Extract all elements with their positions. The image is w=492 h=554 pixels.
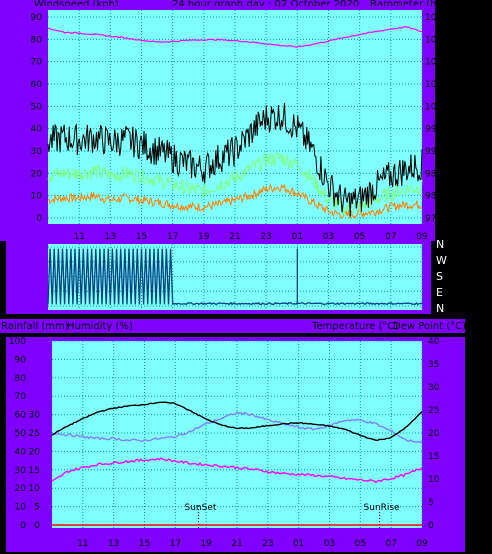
rain-ytick-label: 15 xyxy=(29,466,40,476)
rain-ytick-label: 30 xyxy=(29,411,41,421)
rain-ytick-label: 25 xyxy=(29,429,40,439)
header-band xyxy=(0,0,435,11)
baro-ytick-label: 990 xyxy=(425,147,442,157)
direction-label-s: S xyxy=(436,270,443,283)
wind-ytick-label: 40 xyxy=(31,125,43,135)
wind-ytick-label: 80 xyxy=(31,35,43,45)
humidity-ytick-label: 30 xyxy=(15,466,27,476)
humidity-axis-title: Humidity (%) xyxy=(67,321,133,332)
direction-label-n-bottom: N xyxy=(436,302,445,315)
humidity-ytick-label: 40 xyxy=(15,447,27,457)
humidity-ytick-label: 90 xyxy=(15,355,27,365)
humidity-ytick-label: 80 xyxy=(15,374,27,384)
humidity-ytick-label: 50 xyxy=(15,429,27,439)
humidity-ytick-label: 100 xyxy=(9,337,26,347)
humidity-ytick-label: 70 xyxy=(15,392,27,402)
baro-ytick-label: 1020 xyxy=(425,13,448,23)
temp-ytick-label: 0 xyxy=(428,521,434,531)
baro-ytick-label: 980 xyxy=(425,192,442,202)
rain-ytick-label: 20 xyxy=(29,447,41,457)
temp-xtick-label: 09 xyxy=(416,539,428,549)
wind-xtick-label: 09 xyxy=(416,232,428,242)
wind-xtick-label: 19 xyxy=(198,232,210,242)
baro-ytick-label: 995 xyxy=(425,125,442,135)
wind-xtick-label: 01 xyxy=(292,232,303,242)
temp-xtick-label: 11 xyxy=(77,539,88,549)
baro-ytick-label: 975 xyxy=(425,214,442,224)
wind-xtick-label: 23 xyxy=(260,232,271,242)
humidity-ytick-label: 20 xyxy=(15,484,27,494)
wind-ytick-label: 10 xyxy=(31,192,43,202)
temp-ytick-label: 5 xyxy=(428,498,434,508)
temp-xtick-label: 05 xyxy=(355,539,366,549)
baro-ytick-label: 1000 xyxy=(425,102,448,112)
baro-ytick-label: 1010 xyxy=(425,58,448,68)
wind-average-line xyxy=(47,152,423,217)
temp-xtick-label: 03 xyxy=(324,539,335,549)
rain-ytick-label: 10 xyxy=(29,484,41,494)
rainfall-axis-title: Rainfall (mm) xyxy=(1,321,69,332)
temp-ytick-label: 10 xyxy=(428,475,440,485)
wind-xtick-label: 07 xyxy=(385,232,396,242)
humidity-ytick-label: 0 xyxy=(20,521,26,531)
temp-xtick-label: 21 xyxy=(231,539,242,549)
temp-ytick-label: 25 xyxy=(428,406,439,416)
barometer-line xyxy=(47,25,423,48)
wind-xtick-label: 15 xyxy=(136,232,147,242)
baro-ytick-label: 1005 xyxy=(425,80,448,90)
wind-gust-line xyxy=(47,102,423,217)
wind-xtick-label: 03 xyxy=(323,232,334,242)
direction-label-e: E xyxy=(436,286,443,299)
wind-ytick-label: 70 xyxy=(31,58,43,68)
temp-ytick-label: 40 xyxy=(428,337,440,347)
direction-label-w: W xyxy=(436,254,447,267)
wind-ytick-label: 90 xyxy=(31,13,43,23)
sunrise-label: SunRise xyxy=(364,503,401,513)
dewpoint-axis-title: Dew Point (°C) xyxy=(393,321,467,332)
wind-xtick-label: 17 xyxy=(167,232,178,242)
temp-xtick-label: 13 xyxy=(108,539,119,549)
direction-label-n-top: N xyxy=(436,238,445,251)
temp-ytick-label: 30 xyxy=(428,383,440,393)
temp-xtick-label: 17 xyxy=(170,539,181,549)
baro-ytick-label: 985 xyxy=(425,169,442,179)
windspeed-axis-title: Windspeed (kph) xyxy=(34,0,119,10)
humidity-line xyxy=(51,411,423,444)
temp-xtick-label: 07 xyxy=(385,539,396,549)
temperature-axis-title: Temperature (°C) xyxy=(312,321,399,332)
wind-ytick-label: 50 xyxy=(31,102,43,112)
temp-ytick-label: 35 xyxy=(428,360,439,370)
humidity-ytick-label: 60 xyxy=(15,411,27,421)
temp-xtick-label: 01 xyxy=(293,539,304,549)
wind-xtick-label: 11 xyxy=(73,232,84,242)
temp-xtick-label: 15 xyxy=(139,539,150,549)
rain-ytick-label: 0 xyxy=(34,521,40,531)
wind-ytick-label: 60 xyxy=(31,80,43,90)
wind-ytick-label: 30 xyxy=(31,147,43,157)
dew-point-line xyxy=(51,457,423,484)
temp-xtick-label: 19 xyxy=(200,539,212,549)
temp-ytick-label: 20 xyxy=(428,429,440,439)
wind-xtick-label: 21 xyxy=(229,232,240,242)
humidity-ytick-label: 10 xyxy=(15,503,27,513)
wind-ytick-label: 20 xyxy=(31,169,43,179)
wind-xtick-label: 05 xyxy=(354,232,365,242)
temp-header-band xyxy=(0,319,465,333)
rain-ytick-label: 5 xyxy=(34,503,40,513)
graph-title: 24 hour graph day : 02 October 2020 xyxy=(172,0,360,10)
temp-xtick-label: 23 xyxy=(262,539,273,549)
temp-ytick-label: 15 xyxy=(428,452,439,462)
wind-xtick-label: 13 xyxy=(105,232,116,242)
temperature-line xyxy=(51,401,423,442)
wind-ytick-label: 0 xyxy=(36,214,42,224)
barometer-axis-title: Barometer (hpa) xyxy=(370,0,453,10)
sunset-label: SunSet xyxy=(185,503,217,513)
wind-direction-line xyxy=(47,248,423,306)
baro-ytick-label: 1015 xyxy=(425,35,448,45)
